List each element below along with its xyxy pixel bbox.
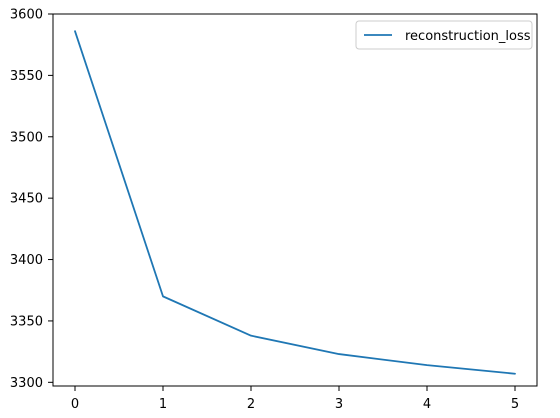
y-tick-label: 3500 <box>10 130 43 145</box>
series-line-reconstruction_loss <box>74 30 516 375</box>
legend-label: reconstruction_loss <box>405 29 531 44</box>
y-tick-label: 3300 <box>10 376 43 391</box>
x-tick-label: 1 <box>159 397 167 412</box>
x-tick-label: 2 <box>247 397 255 412</box>
y-tick-label: 3550 <box>10 69 43 84</box>
x-tick-label: 3 <box>335 397 343 412</box>
x-tick-label: 4 <box>423 397 431 412</box>
y-tick-label: 3350 <box>10 314 43 329</box>
plot-frame <box>52 13 538 387</box>
y-tick-label: 3400 <box>10 253 43 268</box>
x-tick-label: 5 <box>511 397 519 412</box>
x-tick-label: 0 <box>71 397 79 412</box>
plot-layer: 0 1 2 3 4 5 3300 3350 3400 3450 3500 3550 3600 recons… <box>10 8 538 412</box>
y-tick-label: 3450 <box>10 192 43 207</box>
legend-box <box>355 20 533 50</box>
y-tick-label: 3600 <box>10 8 43 23</box>
